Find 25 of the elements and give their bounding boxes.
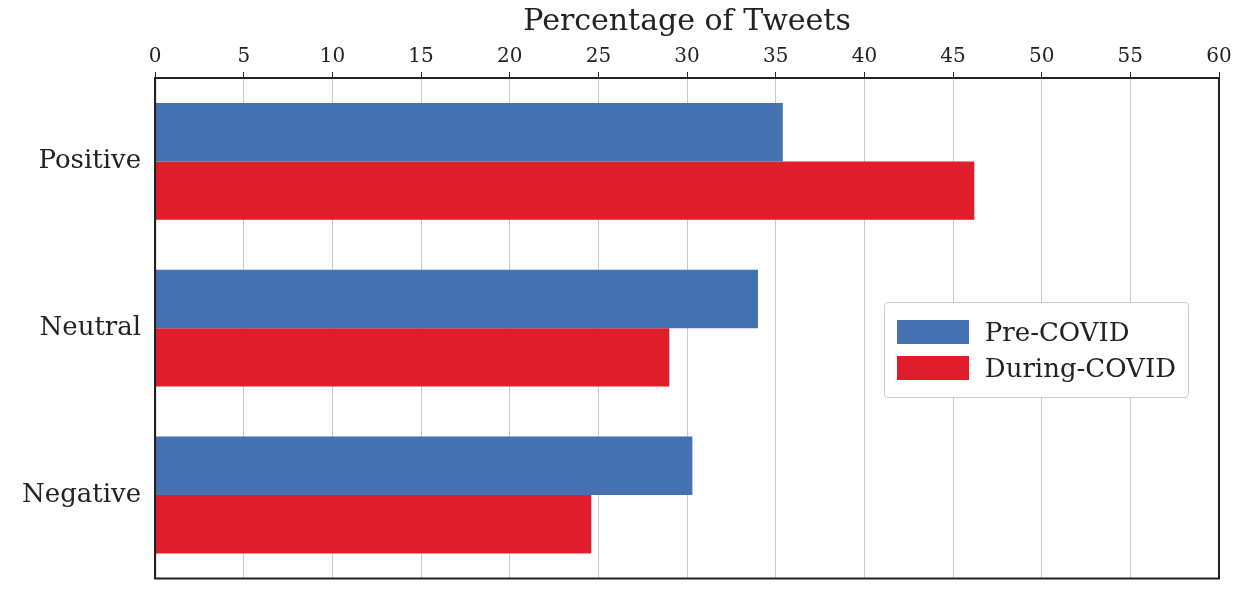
y-tick-label: Neutral (39, 310, 142, 341)
bar (155, 328, 670, 387)
legend-label: Pre-COVID (984, 317, 1130, 347)
x-tick-label: 45 (940, 43, 966, 68)
x-tick-label: 10 (319, 43, 346, 68)
y-tick-label: Positive (38, 144, 142, 175)
bar (155, 436, 693, 495)
bar (155, 161, 975, 220)
x-tick-label: 55 (1117, 43, 1144, 68)
x-tick-label: 60 (1206, 43, 1232, 68)
bar (155, 495, 592, 554)
y-tick-label: Negative (22, 477, 142, 508)
x-tick-label: 50 (1028, 43, 1055, 68)
x-tick-label: 5 (237, 43, 251, 68)
legend-label: During-COVID (984, 353, 1176, 383)
x-tick-label: 40 (851, 43, 878, 68)
x-tick-label: 35 (762, 43, 789, 68)
x-axis-title: Percentage of Tweets (523, 1, 851, 37)
x-tick-label: 30 (674, 43, 700, 68)
x-tick-label: 15 (408, 43, 434, 68)
x-tick-label: 25 (585, 43, 612, 68)
bar (155, 103, 783, 162)
x-tick-label: 0 (148, 43, 162, 68)
x-tick-label: 20 (497, 43, 523, 68)
bar (155, 269, 758, 329)
